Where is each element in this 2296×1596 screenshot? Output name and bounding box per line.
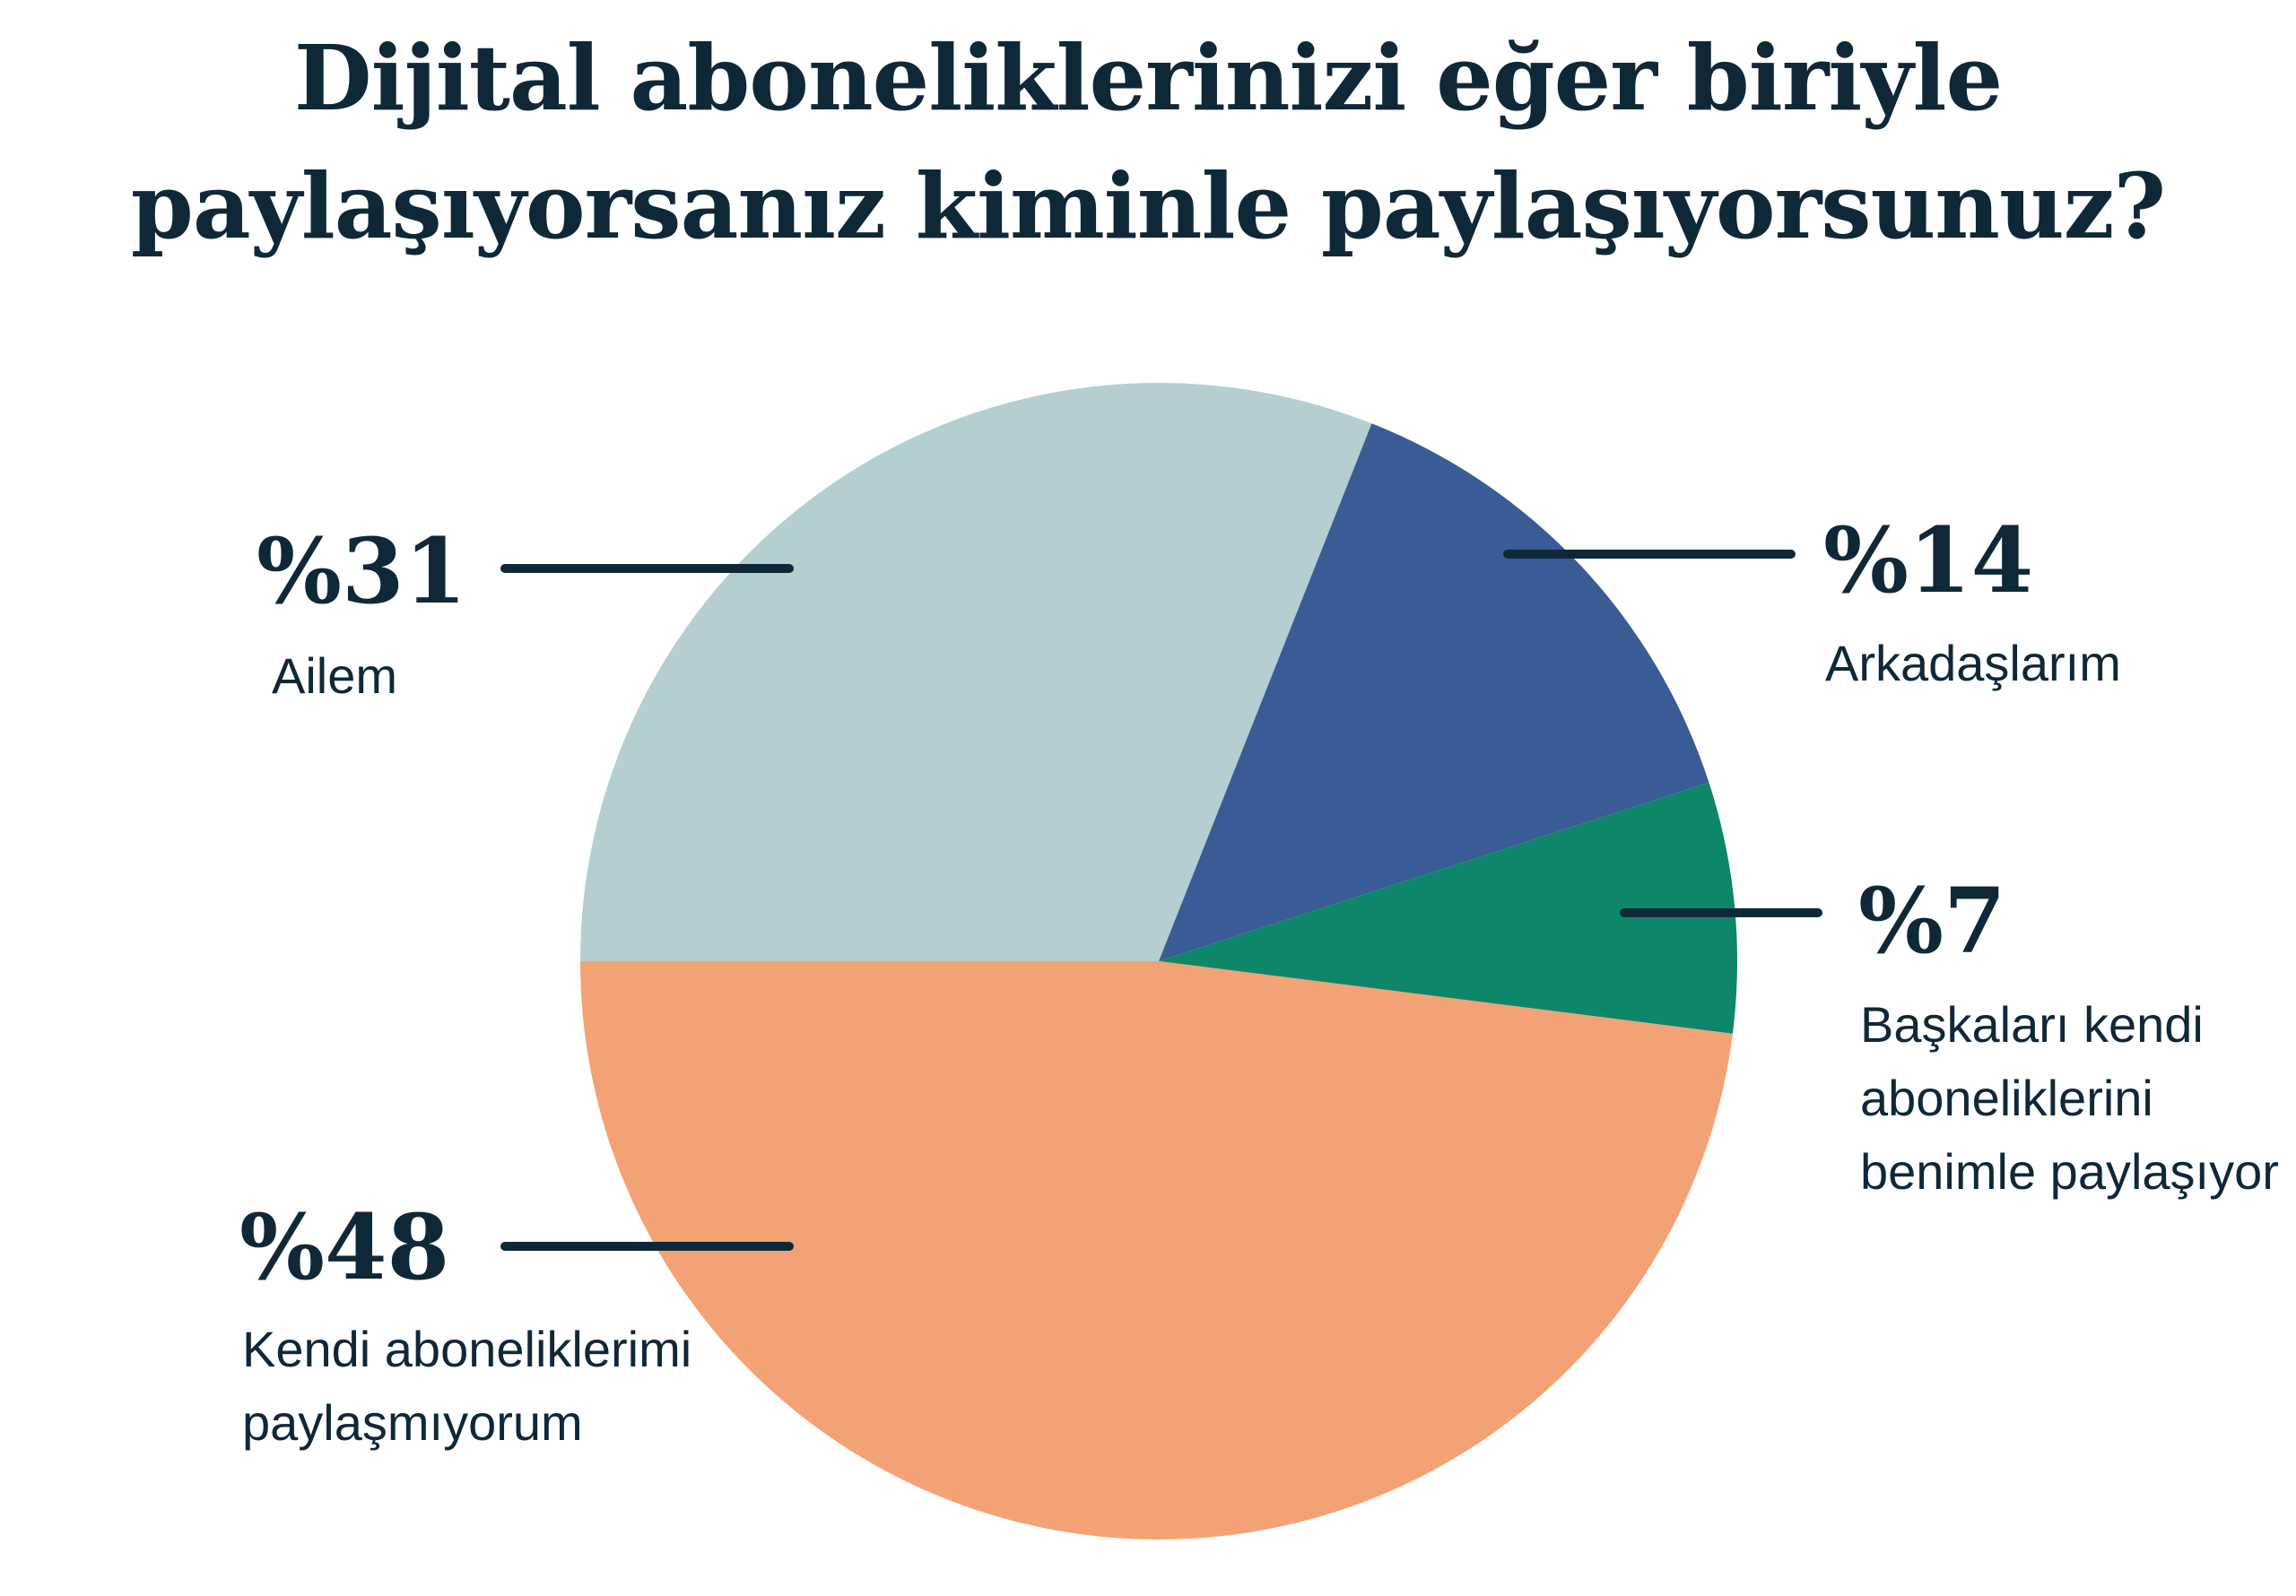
callout-line-ailem	[500, 564, 794, 573]
callout-kendi: %48 Kendi aboneliklerimi paylaşmıyorum	[239, 1194, 691, 1451]
pct-label-ailem: %31	[257, 518, 467, 624]
callout-line-kendi	[500, 1242, 794, 1251]
slice-label-baskalari: Başkaları kendi aboneliklerini benimle p…	[1860, 996, 2279, 1200]
pie-slice-baskalari	[1159, 782, 1737, 1034]
chart-title-line1: Dijital aboneliklerinizi eğer biriyle	[293, 25, 2003, 131]
callout-line-arkadaslarim	[1503, 550, 1796, 559]
slice-label-kendi: Kendi aboneliklerimi paylaşmıyorum	[242, 1321, 692, 1451]
chart-title-line2: paylaşıyorsanız kiminle paylaşıyorsunuz?	[130, 153, 2166, 259]
pct-label-kendi: %48	[239, 1194, 450, 1300]
chart-title: Dijital aboneliklerinizi eğer biriyle pa…	[0, 14, 2296, 271]
callout-baskalari: %7 Başkaları kendi aboneliklerini beniml…	[1858, 868, 2279, 1200]
callout-line-baskalari	[1620, 908, 1822, 917]
pct-label-baskalari: %7	[1858, 868, 2006, 974]
pie-slice-ailem	[580, 383, 1372, 961]
slice-label-ailem: Ailem	[272, 647, 398, 704]
callout-ailem: %31 Ailem	[257, 518, 467, 704]
slice-label-arkadaslarim: Arkadaşlarım	[1825, 635, 2121, 691]
callout-arkadaslarim: %14 Arkadaşlarım	[1823, 507, 2121, 691]
pie-slice-kendi	[580, 961, 1733, 1540]
pct-label-arkadaslarim: %14	[1823, 507, 2034, 613]
